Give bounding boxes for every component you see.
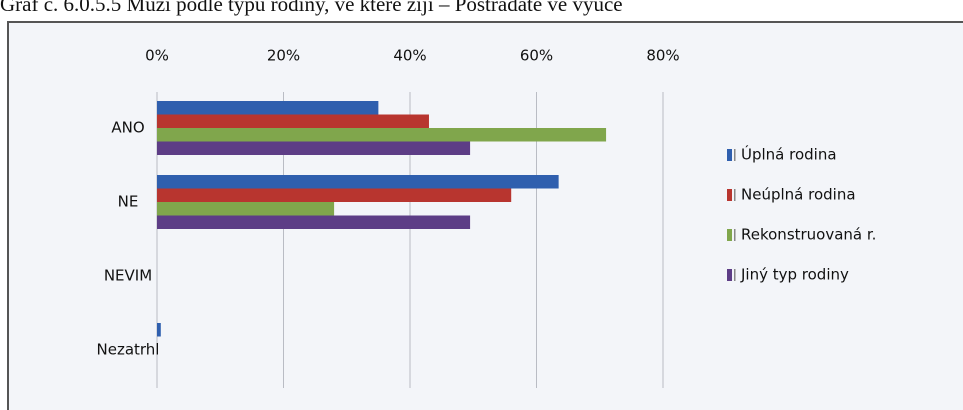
y-tick-label: NE bbox=[118, 193, 139, 211]
y-tick-label: Nezatrhl bbox=[97, 341, 160, 359]
legend-swatch bbox=[727, 189, 732, 201]
legend-tick bbox=[734, 149, 736, 161]
bar bbox=[157, 202, 335, 216]
bar bbox=[157, 323, 161, 337]
legend-tick bbox=[734, 229, 736, 241]
bar bbox=[157, 188, 512, 202]
legend-tick bbox=[734, 269, 736, 281]
legend-swatch bbox=[727, 269, 732, 281]
bar bbox=[157, 215, 471, 229]
x-tick-label: 40% bbox=[393, 47, 426, 65]
bar bbox=[157, 141, 471, 155]
x-tick-label: 20% bbox=[267, 47, 300, 65]
legend-label: Jiný typ rodiny bbox=[740, 266, 849, 284]
chart-title: Graf č. 6.0.5.5 Muži podle typu rodiny, … bbox=[0, 0, 623, 16]
legend-tick bbox=[734, 189, 736, 201]
x-tick-label: 0% bbox=[145, 47, 169, 65]
legend-swatch bbox=[727, 229, 732, 241]
legend-label: Rekonstruovaná r. bbox=[741, 226, 876, 244]
y-tick-label: NEVIM bbox=[104, 267, 152, 285]
legend-label: Neúplná rodina bbox=[741, 186, 856, 204]
bar bbox=[157, 128, 607, 142]
bar bbox=[157, 175, 559, 189]
bar bbox=[157, 114, 429, 128]
legend-label: Úplná rodina bbox=[741, 145, 837, 164]
bar bbox=[157, 101, 379, 115]
x-tick-label: 60% bbox=[520, 47, 553, 65]
y-tick-label: ANO bbox=[111, 119, 144, 137]
x-tick-label: 80% bbox=[646, 47, 679, 65]
legend-swatch bbox=[727, 149, 732, 161]
